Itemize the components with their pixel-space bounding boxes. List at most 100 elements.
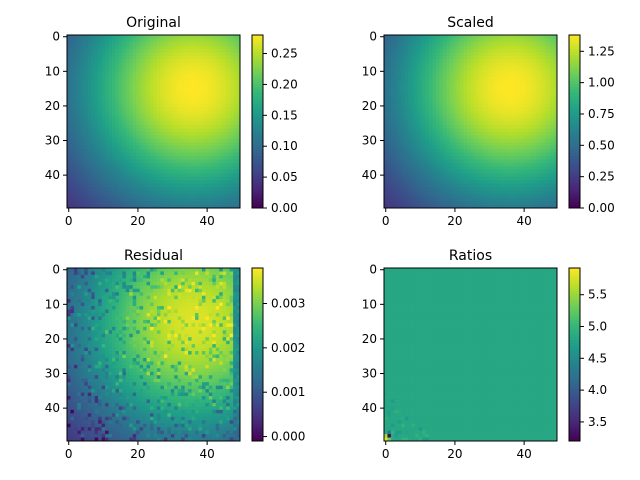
heatmap-cell <box>70 183 75 188</box>
heatmap-cell <box>160 62 165 67</box>
heatmap-cell <box>387 138 392 143</box>
heatmap-cell <box>529 107 534 112</box>
heatmap-cell <box>201 183 206 188</box>
heatmap-cell <box>390 142 395 147</box>
heatmap-cell <box>226 166 231 171</box>
heatmap-cell <box>501 73 506 77</box>
heatmap-cell <box>111 118 116 122</box>
heatmap-cell <box>449 197 454 202</box>
heatmap-cell <box>212 35 217 39</box>
heatmap-cell <box>397 59 402 64</box>
heatmap-cell <box>84 194 89 199</box>
heatmap-cell <box>167 38 172 43</box>
heatmap-cell <box>146 90 151 95</box>
heatmap-cell <box>222 176 227 181</box>
heatmap-cell <box>501 79 506 84</box>
heatmap-cell <box>229 35 234 39</box>
heatmap-cell <box>170 149 175 154</box>
heatmap-cell <box>125 138 130 143</box>
heatmap-cell <box>143 149 147 154</box>
heatmap-cell <box>446 59 451 64</box>
heatmap-cell <box>205 145 210 150</box>
heatmap-cell <box>184 145 189 150</box>
heatmap-cell <box>198 69 203 74</box>
heatmap-cell <box>553 163 558 167</box>
heatmap-cell <box>550 124 554 129</box>
heatmap-cell <box>98 128 102 133</box>
heatmap-cell <box>442 93 447 98</box>
heatmap-cell <box>408 55 413 60</box>
heatmap-cell <box>394 38 399 43</box>
heatmap-cell <box>501 166 506 171</box>
heatmap-cell <box>456 76 461 81</box>
heatmap-cell <box>226 35 231 39</box>
heatmap-cell <box>397 66 402 70</box>
heatmap-cell <box>77 204 82 209</box>
heatmap-cell <box>384 59 388 64</box>
heatmap-cell <box>446 111 451 115</box>
heatmap-cell <box>132 107 137 112</box>
heatmap-cell <box>195 73 199 77</box>
heatmap-cell <box>160 124 165 129</box>
heatmap-cell <box>195 41 199 46</box>
heatmap-cell <box>470 41 475 46</box>
heatmap-cell <box>167 45 172 50</box>
heatmap-cell <box>522 183 527 188</box>
heatmap-cell <box>215 204 220 209</box>
heatmap-cell <box>222 201 227 205</box>
heatmap-cell <box>67 104 71 109</box>
heatmap-cell <box>125 149 130 154</box>
heatmap-cell <box>480 59 485 64</box>
heatmap-cell <box>129 121 134 126</box>
heatmap-cell <box>425 35 430 39</box>
heatmap-cell <box>101 163 106 167</box>
heatmap-cell <box>73 124 78 129</box>
heatmap-cell <box>390 97 395 102</box>
heatmap-cell <box>125 86 130 91</box>
heatmap-cell <box>536 118 541 122</box>
heatmap-cell <box>543 124 548 129</box>
heatmap-cell <box>553 152 558 157</box>
heatmap-cell <box>390 59 395 64</box>
heatmap-cell <box>415 194 419 199</box>
heatmap-cell <box>522 76 527 81</box>
heatmap-cell <box>435 194 440 199</box>
heatmap-cell <box>480 156 485 160</box>
heatmap-cell <box>87 190 92 195</box>
heatmap-cell <box>432 55 437 60</box>
heatmap-cell <box>215 201 220 205</box>
heatmap-cell <box>67 38 71 43</box>
heatmap-cell <box>435 111 440 115</box>
heatmap-cell <box>442 62 447 67</box>
heatmap-cell <box>215 159 220 164</box>
heatmap-cell <box>442 187 447 192</box>
heatmap-cell <box>546 97 551 102</box>
heatmap-cell <box>118 52 123 57</box>
heatmap-cell <box>397 69 402 74</box>
heatmap-cell <box>411 183 416 188</box>
heatmap-cell <box>146 166 151 171</box>
heatmap-cell <box>222 135 227 140</box>
heatmap-cell <box>125 145 130 150</box>
heatmap-cell <box>153 62 158 67</box>
heatmap-cell <box>477 173 482 178</box>
heatmap-cell <box>163 152 168 157</box>
heatmap-cell <box>188 135 192 140</box>
heatmap-cell <box>73 173 78 178</box>
heatmap-cell <box>201 180 206 185</box>
heatmap-cell <box>546 86 551 91</box>
heatmap-cell <box>470 163 475 167</box>
heatmap-cell <box>532 59 537 64</box>
heatmap-cell <box>529 86 534 91</box>
heatmap-cell <box>77 149 82 154</box>
heatmap-cell <box>125 90 130 95</box>
heatmap-cell <box>532 138 537 143</box>
heatmap-cell <box>143 201 147 205</box>
heatmap-cell <box>111 45 116 50</box>
heatmap-cell <box>532 97 537 102</box>
heatmap-cell <box>118 135 123 140</box>
heatmap-cell <box>470 100 475 105</box>
heatmap-cell <box>136 93 141 98</box>
heatmap-cell <box>518 52 523 57</box>
heatmap-cell <box>422 48 426 53</box>
